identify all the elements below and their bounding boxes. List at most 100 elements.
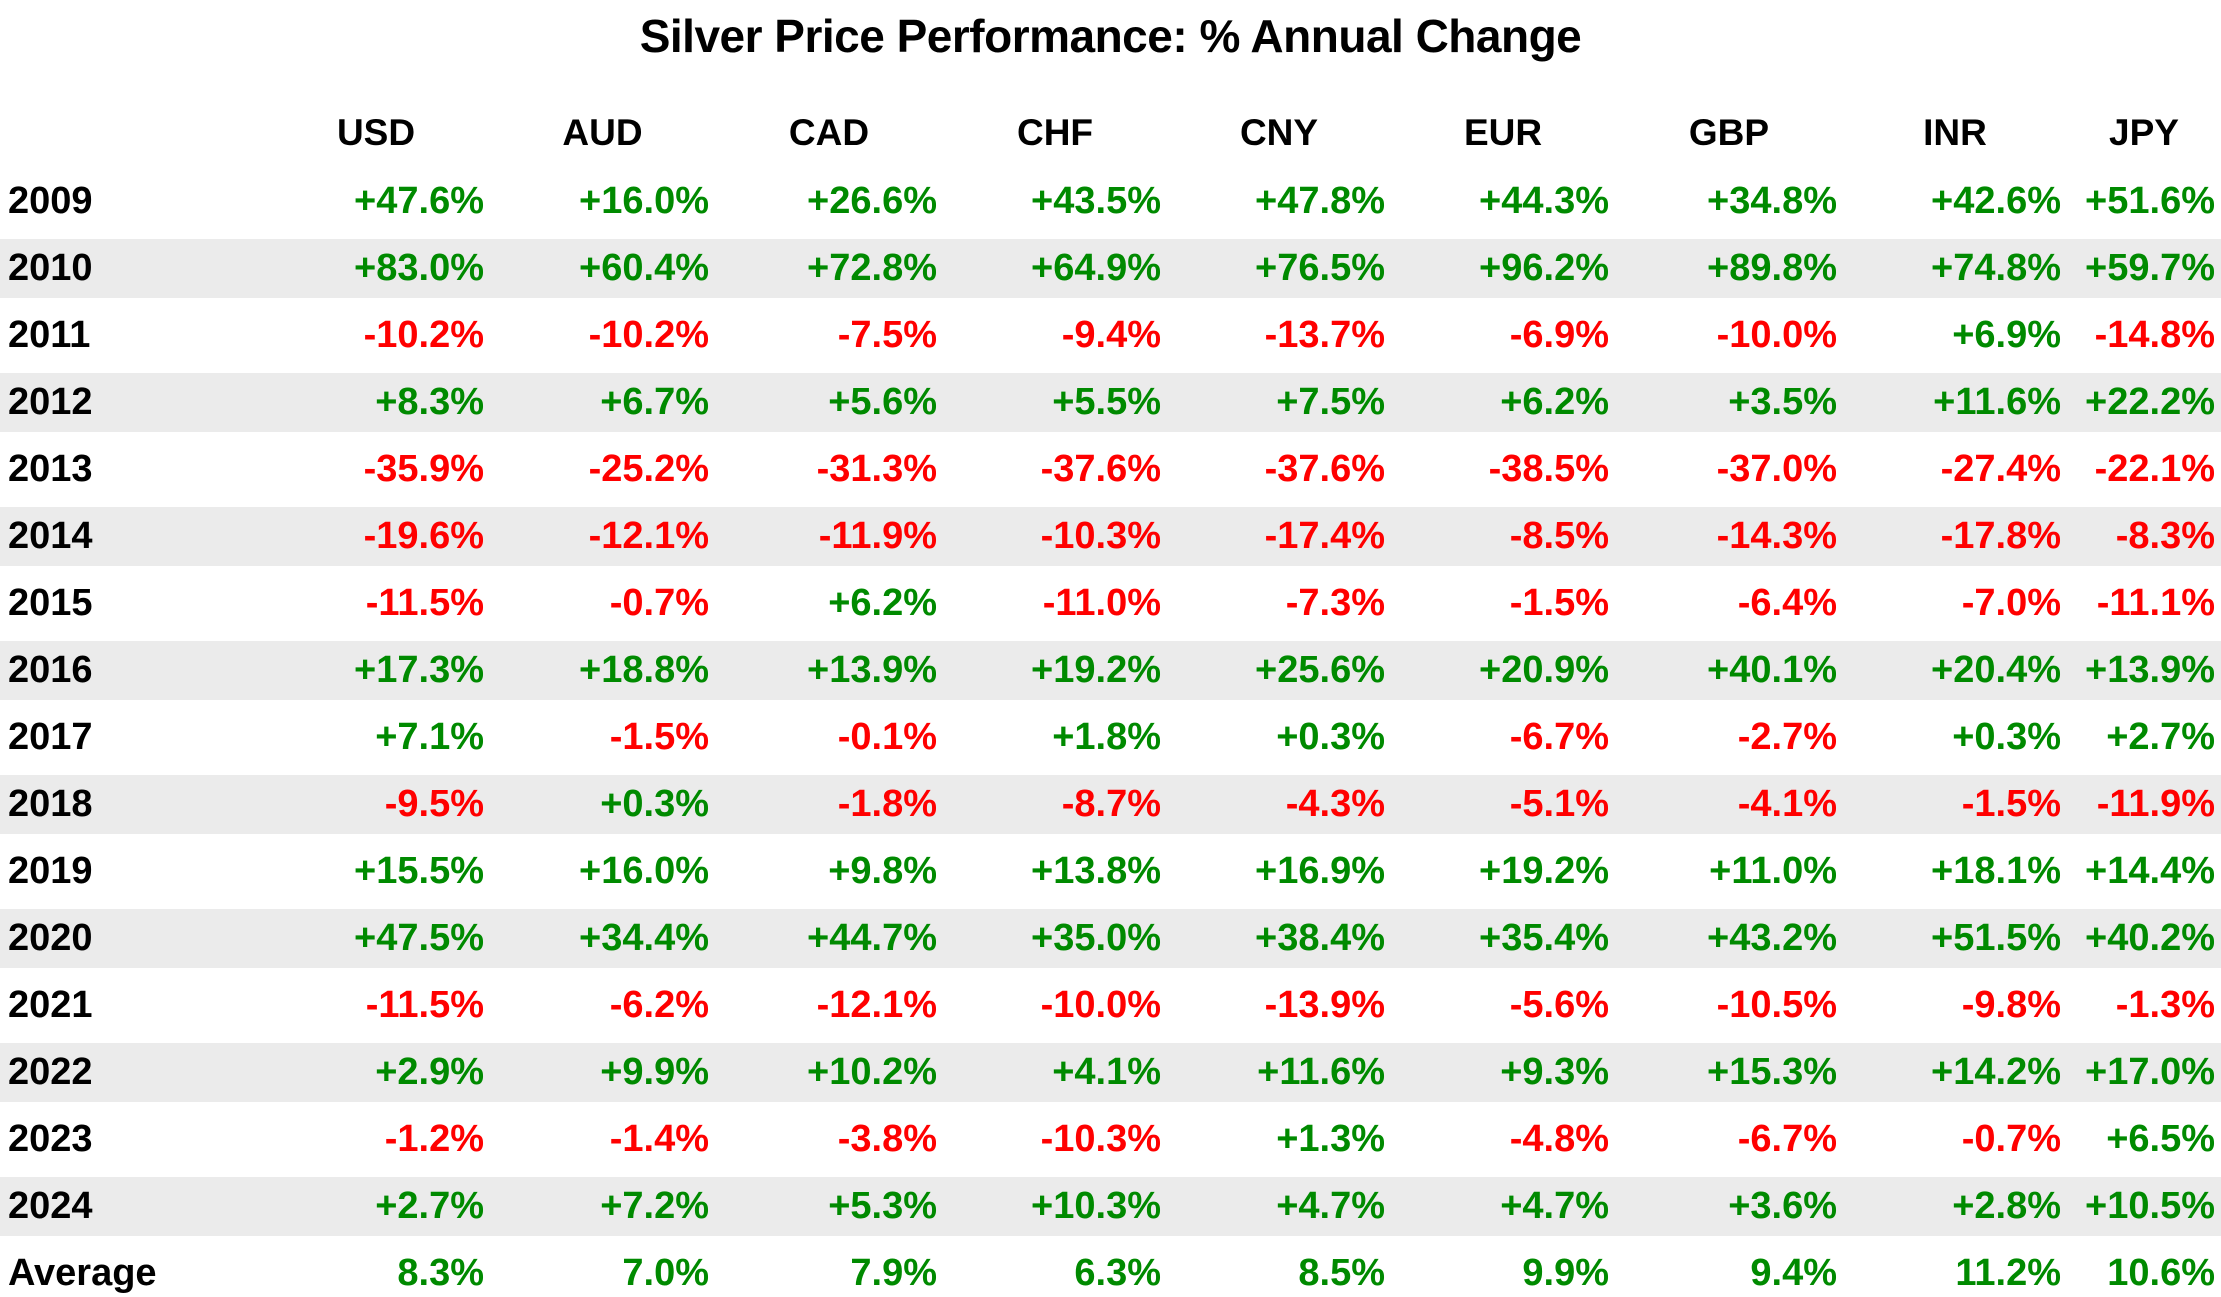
value-cell: +83.0% [262, 234, 490, 302]
value-cell: -5.6% [1391, 971, 1615, 1039]
value-cell: 10.6% [2067, 1239, 2221, 1297]
value-cell: -11.1% [2067, 569, 2221, 637]
value-cell: +16.0% [490, 167, 715, 235]
value-cell: -25.2% [490, 435, 715, 503]
value-cell: +8.3% [262, 368, 490, 436]
table-row: Average 8.3% 7.0% 7.9% 6.3% 8.5% 9.9% 9.4% 11.2%… [0, 1239, 2221, 1297]
value-cell: +17.3% [262, 636, 490, 704]
table-row: 2018 -9.5% +0.3% -1.8% -8.7% -4.3% -5.1% -4.1% -… [0, 770, 2221, 838]
value-cell: +51.5% [1843, 904, 2067, 972]
value-cell: -7.5% [715, 301, 943, 369]
value-cell: -0.7% [490, 569, 715, 637]
table-row: 2010 +83.0% +60.4% +72.8% +64.9% +76.5% +96.2%… [0, 234, 2221, 302]
value-cell: +16.0% [490, 837, 715, 905]
value-cell: -11.5% [262, 971, 490, 1039]
value-cell: -1.4% [490, 1105, 715, 1173]
table-row: 2021 -11.5% -6.2% -12.1% -10.0% -13.9% -5.6% -1… [0, 971, 2221, 1039]
year-cell: 2016 [0, 636, 262, 704]
column-header-cad: CAD [788, 111, 870, 153]
value-cell: -9.4% [943, 301, 1167, 369]
value-cell: +10.5% [2067, 1172, 2221, 1240]
value-cell: +11.6% [1843, 368, 2067, 436]
value-cell: +10.2% [715, 1038, 943, 1106]
column-header-inr: INR [1923, 111, 1987, 153]
value-cell: +4.7% [1167, 1172, 1391, 1240]
year-column-header [0, 66, 262, 168]
value-cell: +2.9% [262, 1038, 490, 1106]
column-header-usd: USD [336, 111, 416, 153]
page-title: Silver Price Performance: % Annual Chang… [639, 10, 1582, 62]
value-cell: -6.4% [1615, 569, 1843, 637]
column-header-eur: EUR [1463, 111, 1543, 153]
value-cell: -31.3% [715, 435, 943, 503]
column-header-cny: CNY [1239, 111, 1319, 153]
year-cell: 2018 [0, 770, 262, 838]
value-cell: +76.5% [1167, 234, 1391, 302]
value-cell: +13.9% [715, 636, 943, 704]
value-cell: +47.8% [1167, 167, 1391, 235]
value-cell: +9.9% [490, 1038, 715, 1106]
table-row: 2023 -1.2% -1.4% -3.8% -10.3% +1.3% -4.8% -6.7%… [0, 1105, 2221, 1173]
value-cell: +1.8% [943, 703, 1167, 771]
year-cell: 2020 [0, 904, 262, 972]
value-cell: +0.3% [1843, 703, 2067, 771]
value-cell: +51.6% [2067, 167, 2221, 235]
value-cell: +44.3% [1391, 167, 1615, 235]
value-cell: +11.6% [1167, 1038, 1391, 1106]
value-cell: +7.2% [490, 1172, 715, 1240]
value-cell: -6.7% [1391, 703, 1615, 771]
value-cell: +17.0% [2067, 1038, 2221, 1106]
table-row: 2011 -10.2% -10.2% -7.5% -9.4% -13.7% -6.9% -10… [0, 301, 2221, 369]
value-cell: +20.4% [1843, 636, 2067, 704]
value-cell: +5.6% [715, 368, 943, 436]
value-cell: -1.3% [2067, 971, 2221, 1039]
value-cell: -11.0% [943, 569, 1167, 637]
table-row: 2012 +8.3% +6.7% +5.6% +5.5% +7.5% +6.2% +3.5% +… [0, 368, 2221, 436]
value-cell: -7.3% [1167, 569, 1391, 637]
value-cell: +5.3% [715, 1172, 943, 1240]
value-cell: -10.2% [490, 301, 715, 369]
value-cell: +35.4% [1391, 904, 1615, 972]
value-cell: -1.5% [1391, 569, 1615, 637]
value-cell: 7.9% [715, 1239, 943, 1297]
value-cell: -10.2% [262, 301, 490, 369]
table-row: 2013 -35.9% -25.2% -31.3% -37.6% -37.6% -38.5%… [0, 435, 2221, 503]
value-cell: -14.8% [2067, 301, 2221, 369]
value-cell: +38.4% [1167, 904, 1391, 972]
value-cell: -8.7% [943, 770, 1167, 838]
table-row: 2020 +47.5% +34.4% +44.7% +35.0% +38.4% +35.4%… [0, 904, 2221, 972]
value-cell: +47.6% [262, 167, 490, 235]
value-cell: -2.7% [1615, 703, 1843, 771]
value-cell: +96.2% [1391, 234, 1615, 302]
value-cell: -1.2% [262, 1105, 490, 1173]
value-cell: +60.4% [490, 234, 715, 302]
value-cell: -37.6% [1167, 435, 1391, 503]
value-cell: +16.9% [1167, 837, 1391, 905]
value-cell: +15.3% [1615, 1038, 1843, 1106]
value-cell: -38.5% [1391, 435, 1615, 503]
value-cell: +2.8% [1843, 1172, 2067, 1240]
value-cell: 9.4% [1615, 1239, 1843, 1297]
value-cell: +22.2% [2067, 368, 2221, 436]
value-cell: 9.9% [1391, 1239, 1615, 1297]
value-cell: +1.3% [1167, 1105, 1391, 1173]
value-cell: -9.8% [1843, 971, 2067, 1039]
value-cell: 7.0% [490, 1239, 715, 1297]
value-cell: 8.3% [262, 1239, 490, 1297]
year-cell: 2021 [0, 971, 262, 1039]
value-cell: -10.3% [943, 1105, 1167, 1173]
year-cell: 2024 [0, 1172, 262, 1240]
value-cell: -10.0% [943, 971, 1167, 1039]
value-cell: +6.5% [2067, 1105, 2221, 1173]
value-cell: +4.1% [943, 1038, 1167, 1106]
year-cell: 2012 [0, 368, 262, 436]
value-cell: +5.5% [943, 368, 1167, 436]
value-cell: +0.3% [1167, 703, 1391, 771]
value-cell: +19.2% [1391, 837, 1615, 905]
value-cell: -37.6% [943, 435, 1167, 503]
year-cell: 2015 [0, 569, 262, 637]
value-cell: +43.5% [943, 167, 1167, 235]
year-cell: 2017 [0, 703, 262, 771]
year-cell: 2009 [0, 167, 262, 235]
value-cell: +13.9% [2067, 636, 2221, 704]
